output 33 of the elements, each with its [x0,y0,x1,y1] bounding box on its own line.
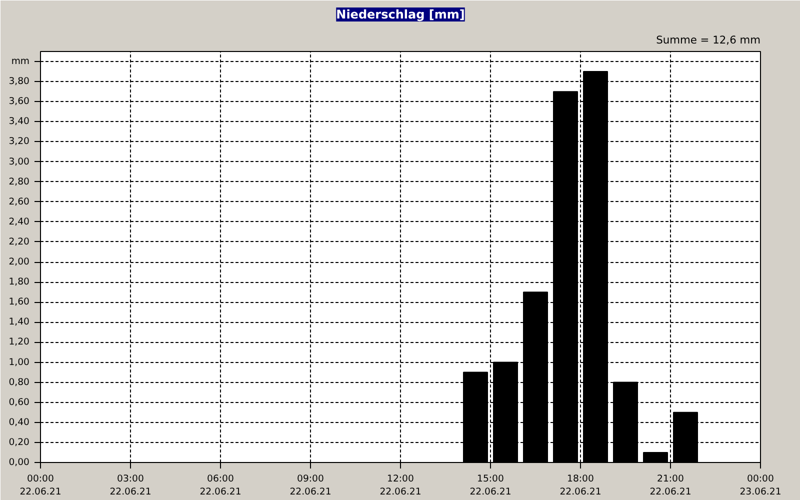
y-tick-label: 1,80 [8,276,30,288]
x-tick-label: 06:00 22.06.21 [200,474,242,498]
y-tick-label: 1,00 [8,356,30,368]
y-tick-label: mm [11,56,30,68]
text: Summe = 12,6 mm [656,34,761,46]
y-tick-label: 1,40 [8,316,30,328]
chart-title: Niederschlag [mm] [336,8,465,22]
y-tick-label: 0,60 [8,396,30,408]
y-tick-label: 3,80 [8,76,30,88]
bar [643,452,668,462]
y-tick-label: 0,20 [8,436,30,448]
y-tick-label: 1,60 [8,296,30,308]
y-tick-label: 3,60 [8,96,30,108]
y-tick-label: 0,80 [8,376,30,388]
y-tick-label: 2,00 [8,256,30,268]
x-tick-label: 18:00 22.06.21 [560,474,602,498]
y-tick-label: 3,20 [8,136,30,148]
y-tick-label: 2,80 [8,176,30,188]
y-tick-label: 0,40 [8,416,30,428]
y-tick-label: 2,20 [8,236,30,248]
y-tick-label: 1,20 [8,336,30,348]
x-tick-label: 09:00 22.06.21 [290,474,332,498]
x-tick-label: 00:00 22.06.21 [20,474,62,498]
y-tick-label: 2,60 [8,196,30,208]
x-tick-label: 03:00 22.06.21 [110,474,152,498]
x-tick-label: 15:00 22.06.21 [470,474,512,498]
y-tick-label: 3,00 [8,156,30,168]
x-tick-label: 12:00 22.06.21 [380,474,422,498]
y-tick-label: 0,00 [8,457,30,468]
y-tick-label: 3,40 [8,116,30,128]
x-tick-label: 00:00 23.06.21 [740,474,782,498]
y-tick-label: 2,40 [8,216,30,228]
x-tick-label: 21:00 22.06.21 [650,474,692,498]
